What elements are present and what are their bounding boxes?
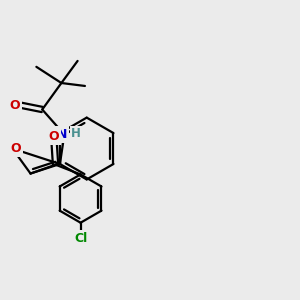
Text: Cl: Cl bbox=[74, 232, 87, 244]
Text: H: H bbox=[70, 127, 80, 140]
Text: O: O bbox=[49, 130, 59, 143]
Text: O: O bbox=[11, 142, 21, 155]
Text: O: O bbox=[10, 99, 20, 112]
Text: N: N bbox=[57, 128, 67, 141]
